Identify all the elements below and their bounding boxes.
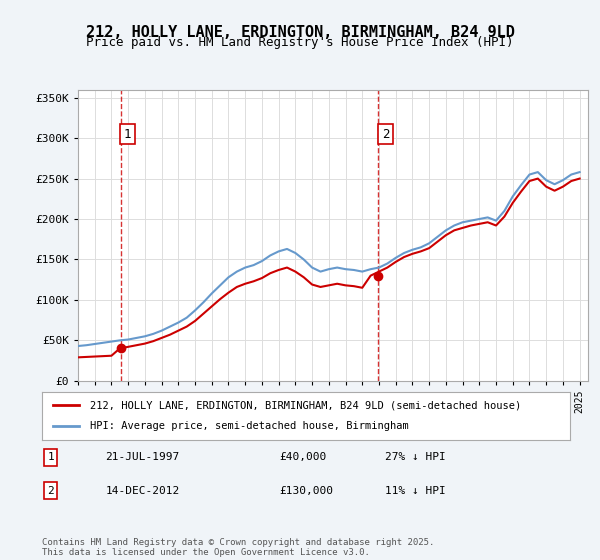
Text: 212, HOLLY LANE, ERDINGTON, BIRMINGHAM, B24 9LD (semi-detached house): 212, HOLLY LANE, ERDINGTON, BIRMINGHAM, … xyxy=(89,400,521,410)
Text: 11% ↓ HPI: 11% ↓ HPI xyxy=(385,486,446,496)
Text: 21-JUL-1997: 21-JUL-1997 xyxy=(106,452,179,462)
Text: HPI: Average price, semi-detached house, Birmingham: HPI: Average price, semi-detached house,… xyxy=(89,421,408,431)
Text: 1: 1 xyxy=(47,452,54,462)
Text: 14-DEC-2012: 14-DEC-2012 xyxy=(106,486,179,496)
Text: 212, HOLLY LANE, ERDINGTON, BIRMINGHAM, B24 9LD: 212, HOLLY LANE, ERDINGTON, BIRMINGHAM, … xyxy=(86,25,514,40)
Text: Price paid vs. HM Land Registry's House Price Index (HPI): Price paid vs. HM Land Registry's House … xyxy=(86,36,514,49)
Text: 2: 2 xyxy=(382,128,389,141)
Text: 1: 1 xyxy=(124,128,131,141)
Text: Contains HM Land Registry data © Crown copyright and database right 2025.
This d: Contains HM Land Registry data © Crown c… xyxy=(42,538,434,557)
Text: 2: 2 xyxy=(47,486,54,496)
Text: £130,000: £130,000 xyxy=(280,486,334,496)
Text: 27% ↓ HPI: 27% ↓ HPI xyxy=(385,452,446,462)
Text: £40,000: £40,000 xyxy=(280,452,327,462)
